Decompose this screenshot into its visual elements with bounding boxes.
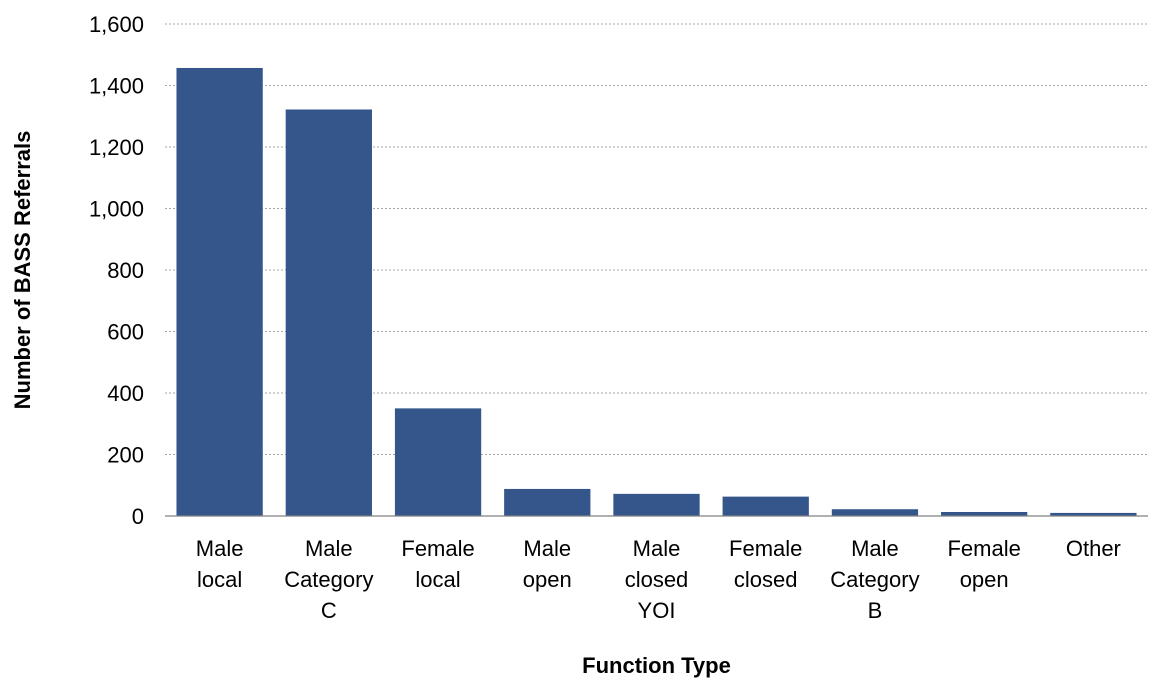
x-category-label-line: local bbox=[415, 567, 460, 592]
x-axis-category-labels: Male local Male Category C Female local Male ope… bbox=[196, 536, 1121, 623]
x-category-label: Female open bbox=[947, 536, 1020, 592]
bar bbox=[941, 512, 1028, 516]
x-category-label: Female local bbox=[401, 536, 474, 592]
y-axis-ticks: 0 200 400 600 800 1,000 1,200 1,400 1,600 bbox=[89, 12, 144, 529]
x-category-label-line: Male bbox=[633, 536, 681, 561]
x-category-label-line: open bbox=[960, 567, 1009, 592]
x-category-label-line: closed bbox=[625, 567, 689, 592]
bars bbox=[176, 67, 1137, 517]
x-category-label-line: Female bbox=[729, 536, 802, 561]
bar bbox=[504, 488, 591, 516]
bar bbox=[613, 493, 700, 516]
x-category-label-line: Female bbox=[947, 536, 1020, 561]
x-category-label: Female closed bbox=[729, 536, 802, 592]
y-tick-label: 0 bbox=[132, 504, 144, 529]
bar bbox=[831, 509, 919, 516]
y-tick-label: 1,600 bbox=[89, 12, 144, 37]
bar bbox=[176, 67, 263, 516]
x-axis-title: Function Type bbox=[582, 653, 731, 678]
x-category-label-line: Male bbox=[305, 536, 353, 561]
y-tick-label: 400 bbox=[107, 381, 144, 406]
x-category-label-line: YOI bbox=[638, 598, 676, 623]
x-category-label: Male local bbox=[196, 536, 244, 592]
y-tick-label: 1,200 bbox=[89, 135, 144, 160]
x-category-label-line: open bbox=[523, 567, 572, 592]
x-category-label-line: Other bbox=[1066, 536, 1121, 561]
x-category-label-line: Male bbox=[196, 536, 244, 561]
x-category-label-line: closed bbox=[734, 567, 798, 592]
x-category-label: Male Category C bbox=[284, 536, 373, 623]
y-tick-label: 800 bbox=[107, 258, 144, 283]
bar bbox=[394, 408, 482, 516]
bar bbox=[722, 496, 809, 516]
x-category-label-line: Male bbox=[851, 536, 899, 561]
x-category-label-line: Category bbox=[284, 567, 373, 592]
x-category-label-line: local bbox=[197, 567, 242, 592]
bar bbox=[285, 109, 372, 517]
x-category-label: Male Category B bbox=[830, 536, 919, 623]
y-tick-label: 600 bbox=[107, 320, 144, 345]
x-category-label-line: Female bbox=[401, 536, 474, 561]
x-category-label: Male closed YOI bbox=[625, 536, 689, 623]
y-tick-label: 1,400 bbox=[89, 74, 144, 99]
x-category-label-line: B bbox=[868, 598, 883, 623]
x-category-label-line: C bbox=[321, 598, 337, 623]
bar bbox=[1050, 512, 1137, 516]
y-tick-label: 1,000 bbox=[89, 197, 144, 222]
x-category-label-line: Male bbox=[523, 536, 571, 561]
y-axis-title: Number of BASS Referrals bbox=[10, 131, 35, 410]
x-category-label: Male open bbox=[523, 536, 572, 592]
x-category-label-line: Category bbox=[830, 567, 919, 592]
y-tick-label: 200 bbox=[107, 443, 144, 468]
x-category-label: Other bbox=[1066, 536, 1121, 561]
